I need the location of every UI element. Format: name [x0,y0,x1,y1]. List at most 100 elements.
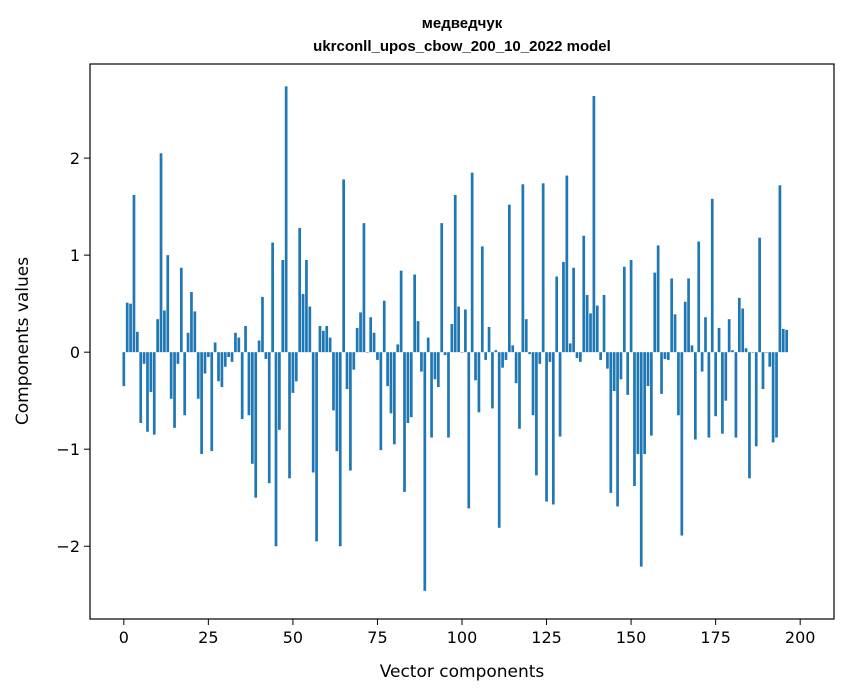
bar [173,352,176,428]
bar [710,198,714,353]
bar [264,352,268,359]
bar [318,325,322,353]
bar [646,352,650,387]
bar [301,293,305,353]
bar [778,185,782,353]
bar [626,352,630,395]
bar [616,352,619,507]
bar [724,352,728,401]
bar [125,302,129,353]
bar [714,352,717,417]
chart-title: медведчук [422,15,503,32]
bar [179,267,183,353]
x-tick-label: 125 [531,628,562,647]
bar [464,309,467,353]
bar [426,337,430,353]
bar [227,352,231,358]
bar [775,352,778,438]
bar [707,352,711,438]
bar [345,352,349,390]
bar [294,352,298,382]
bar [261,296,264,353]
bar [420,352,423,372]
bar [436,352,440,388]
bar [186,332,190,353]
bar [234,332,237,353]
bar [288,352,291,479]
bar [693,352,697,440]
bar [291,352,295,393]
bar [606,352,609,369]
bar [734,352,738,438]
bar [352,352,356,370]
bar [545,352,548,502]
y-tick-label: 1 [70,246,80,265]
bar [754,352,758,447]
chart-subtitle: ukrconll_upos_cbow_200_10_2022 model [313,38,611,55]
x-axis-ticks: 0 25 50 75 100 125 150 175 200 [119,619,815,647]
bar [207,352,210,358]
bar [572,267,575,353]
bar [717,327,721,353]
bar [636,352,640,455]
bar [683,301,687,353]
bar [382,300,386,353]
bar [751,352,755,353]
bar [785,329,789,353]
bar [612,352,616,391]
bar [298,227,302,353]
bar [758,237,761,353]
x-tick-label: 50 [283,628,303,647]
bar [765,352,768,353]
y-tick-label: −2 [56,537,80,556]
bar [450,324,454,353]
bar [524,319,528,353]
bar [169,352,173,399]
bar [643,352,646,455]
bar [622,266,626,353]
bars-group [122,86,789,591]
bar [217,352,220,382]
bar [514,352,518,384]
bar [744,348,748,353]
bar [365,352,369,353]
bar [176,352,180,364]
bar [183,352,187,416]
bar [494,350,498,353]
bar [335,352,339,452]
bar [666,352,670,360]
x-tick-label: 25 [198,628,218,647]
bar [518,352,521,429]
bar [122,352,126,387]
x-tick-label: 0 [119,628,129,647]
bar [139,352,143,423]
bar [582,235,586,353]
bar [203,352,207,374]
bar [244,325,247,353]
bar [592,96,596,353]
bar [521,184,525,353]
bar [220,352,224,388]
bar [413,274,417,353]
bar [558,352,562,437]
x-tick-label: 175 [700,628,731,647]
bar [247,352,251,416]
bar [697,241,701,353]
bar [393,352,396,445]
x-axis-label: Vector components [380,662,545,682]
bar [474,352,477,381]
bar [223,352,227,367]
bar [501,352,504,368]
bar [257,340,261,353]
bar [741,308,745,353]
bar [771,352,775,443]
bar [639,352,643,567]
bar [656,245,660,353]
bar [653,272,657,353]
bar [325,325,329,353]
bar [200,352,203,455]
bar [548,352,552,362]
bar [355,327,359,353]
bar [440,223,444,353]
bar [362,223,366,353]
